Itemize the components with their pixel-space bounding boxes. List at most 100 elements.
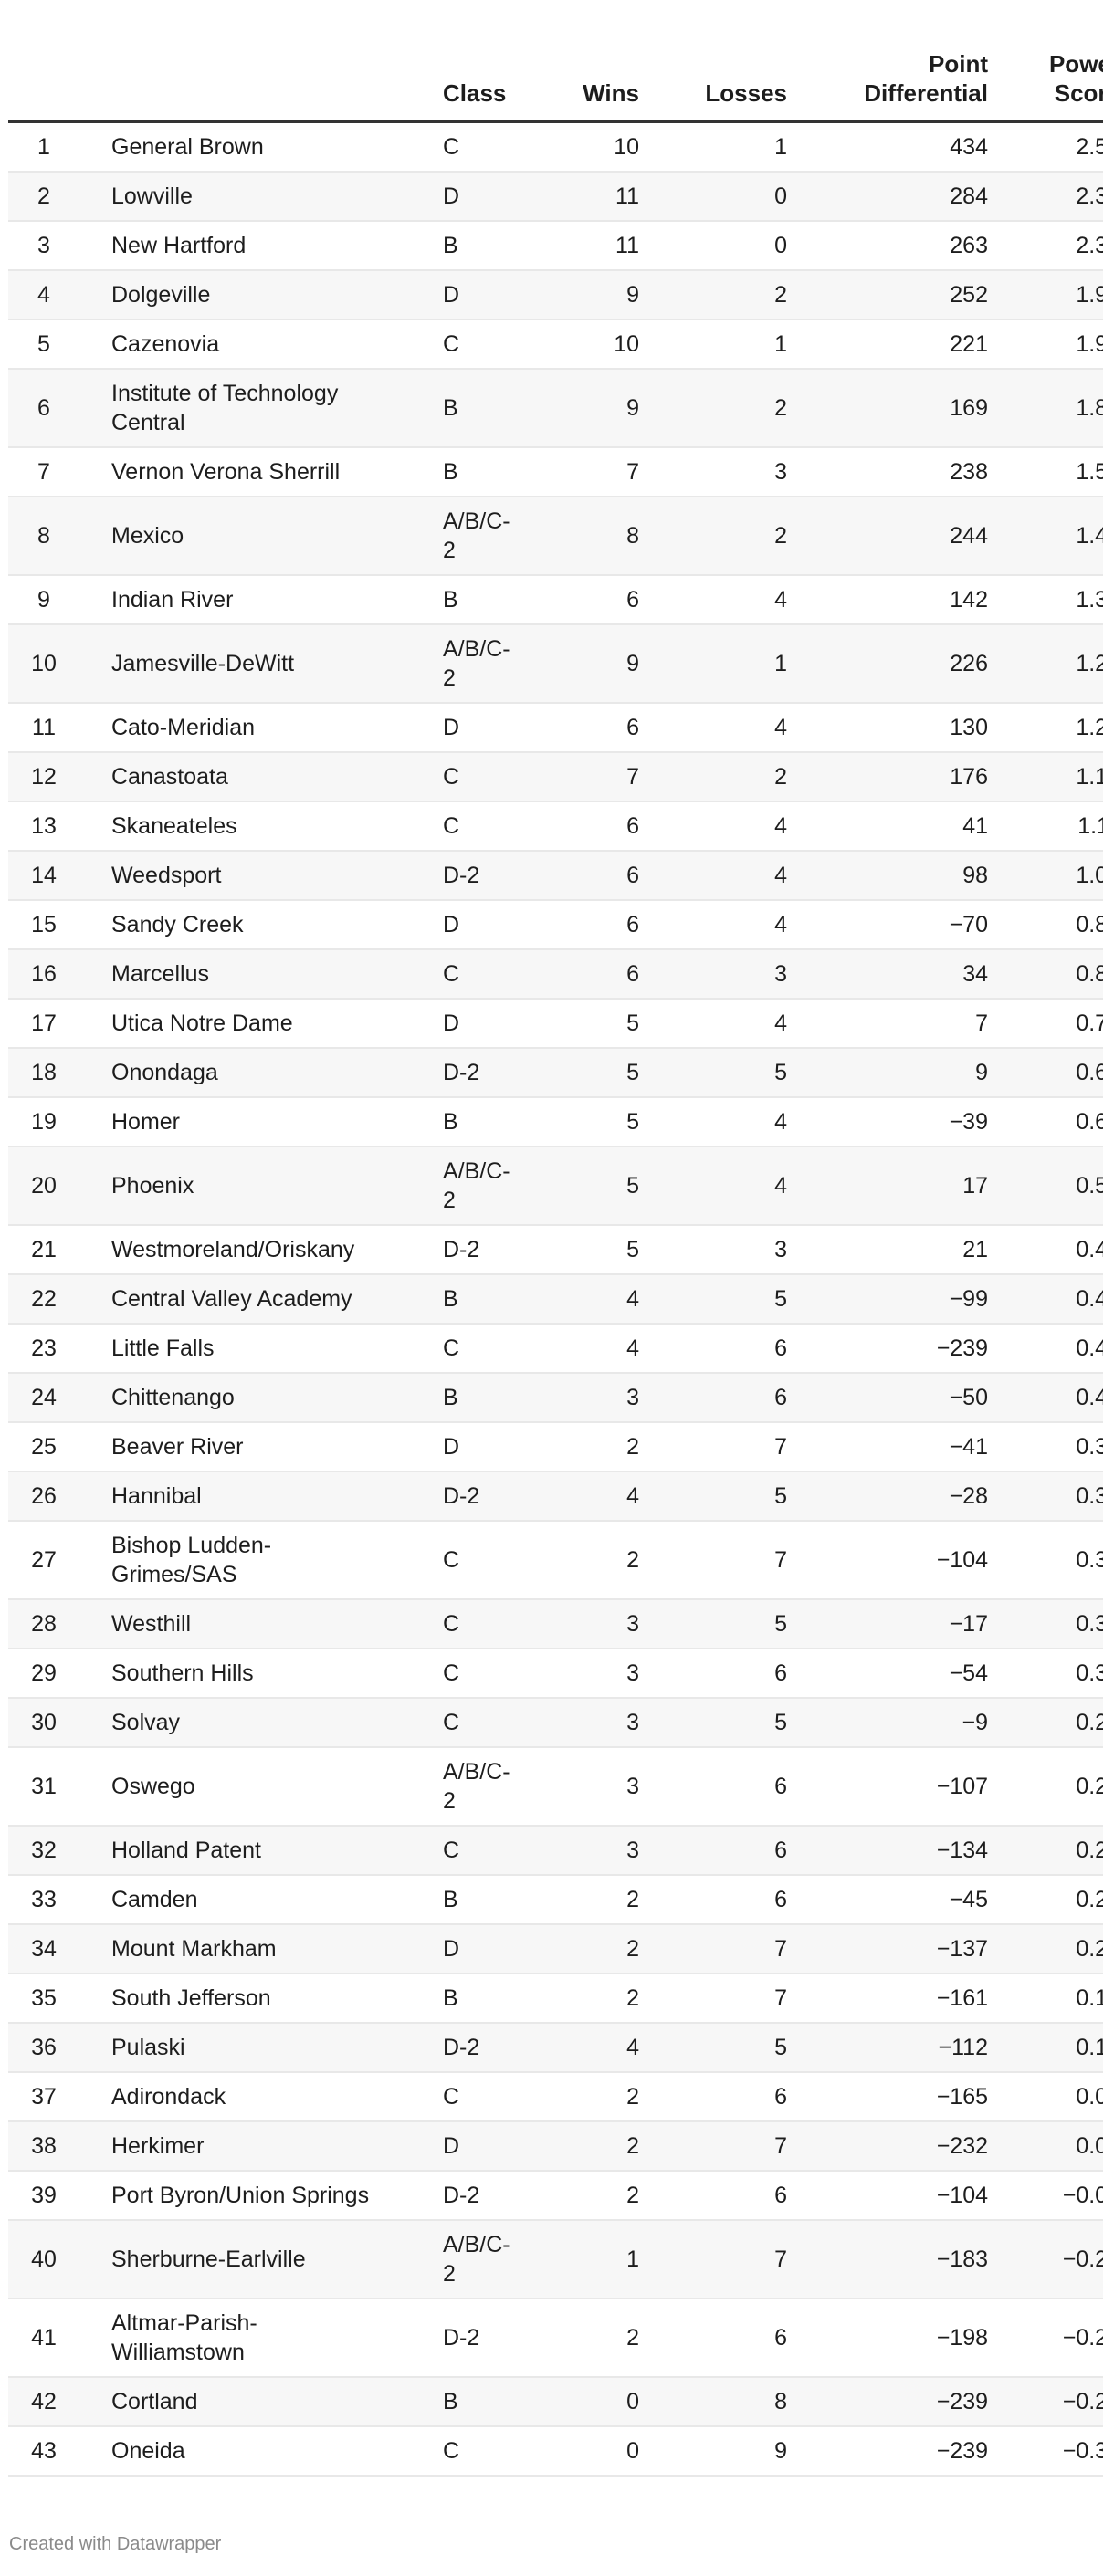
table-row: 31 Oswego A/B/C-2 3 6 −107 0.27	[8, 1748, 1103, 1827]
table-row: 39 Port Byron/Union Springs D-2 2 6 −104 −0.04	[8, 2172, 1103, 2221]
wins-cell: 2	[626, 1936, 639, 1962]
point-differential-cell: 176	[950, 764, 988, 790]
wins-cell: 2	[626, 2325, 639, 2351]
point-differential-cell: −107	[936, 1774, 988, 1799]
table-row: 1 General Brown C 10 1 434 2.58	[8, 123, 1103, 173]
class-value: A/B/C-2	[443, 1759, 510, 1814]
rank-cell: 5	[37, 331, 50, 357]
team-cell: Port Byron/Union Springs	[79, 2181, 443, 2210]
rank-cell: 6	[37, 395, 50, 421]
table-row: 36 Pulaski D-2 4 5 −112 0.13	[8, 2024, 1103, 2073]
power-score-cell: −0.23	[1062, 2325, 1103, 2351]
wins-cell: 7	[626, 459, 639, 485]
wins-cell: 4	[626, 1335, 639, 1361]
power-score-cell: 0.20	[1076, 1936, 1103, 1962]
team-cell: Skaneateles	[79, 812, 443, 841]
class-cell: D	[443, 1934, 534, 1963]
class-value: C	[443, 1335, 460, 1361]
class-value: D	[443, 183, 460, 209]
table-row: 19 Homer B 5 4 −39 0.64	[8, 1098, 1103, 1147]
class-value: C	[443, 331, 460, 357]
table-row: 17 Utica Notre Dame D 5 4 7 0.76	[8, 1000, 1103, 1049]
wins-cell: 6	[626, 863, 639, 888]
class-value: C	[443, 2438, 460, 2464]
team-name: General Brown	[111, 134, 264, 160]
point-differential-cell: −232	[936, 2133, 988, 2159]
wins-cell: 11	[615, 233, 639, 258]
losses-cell: 6	[774, 1385, 787, 1410]
class-cell: D	[443, 2131, 534, 2161]
wins-cell: 7	[626, 764, 639, 790]
class-cell: D-2	[443, 2323, 534, 2352]
rank-cell: 18	[31, 1060, 57, 1085]
class-cell: B	[443, 457, 534, 487]
team-cell: Oneida	[79, 2436, 443, 2466]
losses-cell: 3	[774, 459, 787, 485]
wins-cell: 4	[626, 1483, 639, 1509]
rank-cell: 9	[37, 587, 50, 613]
rank-cell: 15	[31, 912, 57, 937]
table-row: 2 Lowville D 11 0 284 2.32	[8, 173, 1103, 222]
team-name: Phoenix	[111, 1173, 194, 1199]
wins-cell: 9	[626, 395, 639, 421]
team-cell: Beaver River	[79, 1432, 443, 1461]
team-name: Pulaski	[111, 2035, 185, 2060]
team-name: Vernon Verona Sherrill	[111, 459, 341, 485]
rank-cell: 12	[31, 764, 57, 790]
power-score-cell: 0.66	[1076, 1060, 1103, 1085]
power-rankings-table: Class Wins Losses Point Differential Pow…	[8, 0, 1103, 2477]
losses-cell: 9	[774, 2438, 787, 2464]
losses-cell: 4	[774, 912, 787, 937]
losses-cell: 5	[774, 1710, 787, 1735]
team-cell: Onondaga	[79, 1058, 443, 1087]
team-name: Canastoata	[111, 764, 228, 790]
losses-cell: 7	[774, 2133, 787, 2159]
losses-cell: 4	[774, 813, 787, 839]
point-differential-cell: 17	[962, 1173, 988, 1199]
class-value: B	[443, 395, 458, 421]
team-cell: Sherburne-Earlville	[79, 2245, 443, 2274]
team-cell: Cazenovia	[79, 330, 443, 359]
rank-cell: 3	[37, 233, 50, 258]
losses-cell: 5	[774, 1483, 787, 1509]
power-score-cell: 0.81	[1076, 961, 1103, 987]
table-row: 21 Westmoreland/Oriskany D-2 5 3 21 0.48	[8, 1226, 1103, 1275]
table-row: 23 Little Falls C 4 6 −239 0.47	[8, 1325, 1103, 1374]
class-cell: B	[443, 1885, 534, 1914]
class-cell: B	[443, 2387, 534, 2416]
point-differential-cell: 21	[962, 1237, 988, 1262]
class-cell: D-2	[443, 2033, 534, 2062]
table-row: 18 Onondaga D-2 5 5 9 0.66	[8, 1049, 1103, 1098]
class-value: A/B/C-2	[443, 2232, 510, 2287]
table-row: 14 Weedsport D-2 6 4 98 1.07	[8, 852, 1103, 901]
power-score-cell: 0.35	[1076, 1547, 1103, 1573]
team-name: Oswego	[111, 1774, 195, 1799]
power-score-cell: 0.87	[1076, 912, 1103, 937]
rank-cell: 22	[31, 1286, 57, 1312]
class-cell: A/B/C-2	[443, 1157, 534, 1215]
losses-cell: 1	[774, 331, 787, 357]
point-differential-cell: −70	[949, 912, 988, 937]
class-cell: B	[443, 393, 534, 423]
losses-cell: 1	[774, 134, 787, 160]
team-name: Herkimer	[111, 2133, 205, 2159]
point-differential-cell: 221	[950, 331, 988, 357]
team-name: Port Byron/Union Springs	[111, 2183, 370, 2208]
team-cell: New Hartford	[79, 231, 443, 260]
point-differential-cell: −50	[949, 1385, 988, 1410]
team-cell: Westmoreland/Oriskany	[79, 1235, 443, 1264]
team-cell: Lowville	[79, 182, 443, 211]
losses-cell: 6	[774, 1838, 787, 1863]
wins-cell: 10	[614, 331, 639, 357]
class-value: C	[443, 134, 460, 160]
class-cell: C	[443, 1609, 534, 1639]
header-class: Class	[443, 79, 507, 107]
rank-cell: 35	[31, 1985, 57, 2011]
class-value: B	[443, 587, 458, 613]
losses-cell: 6	[774, 1774, 787, 1799]
class-value: B	[443, 2389, 458, 2414]
losses-cell: 5	[774, 1286, 787, 1312]
point-differential-cell: 130	[950, 715, 988, 740]
team-name: Little Falls	[111, 1335, 215, 1361]
class-cell: A/B/C-2	[443, 2230, 534, 2288]
